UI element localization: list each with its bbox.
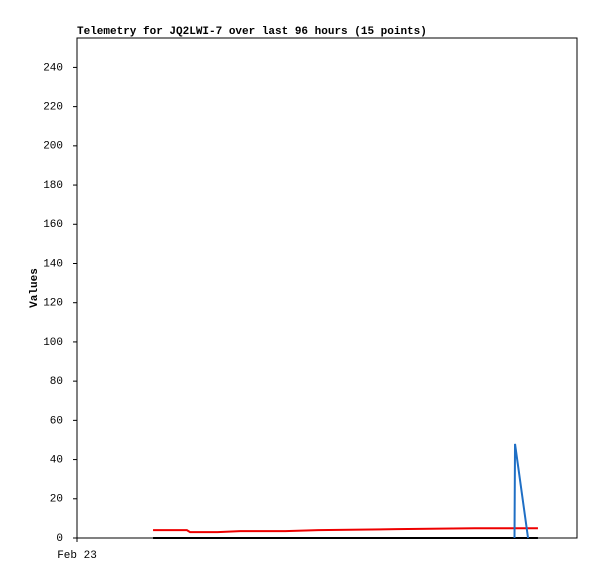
series-line: [153, 527, 538, 534]
y-axis-label: Values: [29, 268, 41, 308]
y-tick-label: 0: [56, 533, 63, 545]
chart-title: Telemetry for JQ2LWI-7 over last 96 hour…: [77, 26, 427, 38]
y-tick-label: 20: [50, 494, 63, 506]
y-tick-label: 220: [43, 102, 63, 114]
x-tick-label: Feb 23: [57, 550, 97, 562]
y-tick-label: 240: [43, 62, 63, 74]
y-tick-label: 180: [43, 180, 63, 192]
series-line: [513, 443, 530, 539]
y-tick-label: 120: [43, 298, 63, 310]
plot-frame: [76, 37, 578, 539]
y-tick-label: 40: [50, 454, 63, 466]
y-tick-label: 160: [43, 219, 63, 231]
y-tick-label: 80: [50, 376, 63, 388]
y-tick-label: 60: [50, 415, 63, 427]
y-tick-label: 200: [43, 141, 63, 153]
y-tick-label: 100: [43, 337, 63, 349]
y-tick-label: 140: [43, 258, 63, 270]
